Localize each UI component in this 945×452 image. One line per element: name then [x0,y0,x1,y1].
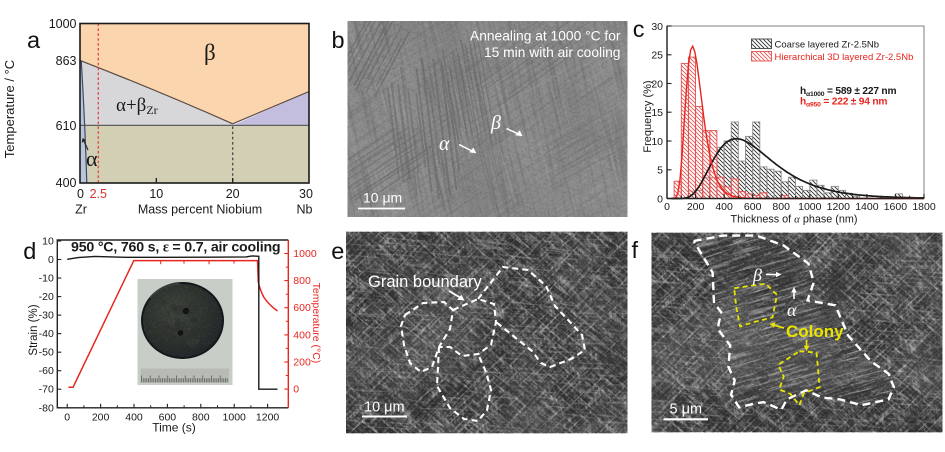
svg-text:β: β [490,112,501,134]
svg-text:0: 0 [293,384,299,396]
svg-text:25: 25 [651,50,663,62]
svg-text:b: b [332,27,345,53]
svg-text:1400: 1400 [855,201,879,213]
svg-text:30: 30 [651,21,663,33]
svg-text:0: 0 [48,254,54,266]
svg-text:0: 0 [657,193,663,205]
svg-text:-30: -30 [39,310,54,322]
svg-text:1000: 1000 [223,411,247,423]
svg-text:-70: -70 [39,384,54,396]
svg-text:β: β [204,40,216,65]
svg-text:20: 20 [226,187,240,201]
svg-text:1800: 1800 [912,201,936,213]
svg-text:10 μm: 10 μm [364,400,405,416]
svg-text:Mass percent Niobium: Mass percent Niobium [138,203,262,217]
svg-text:Grain boundary: Grain boundary [368,273,482,291]
svg-text:2.5: 2.5 [90,187,107,201]
svg-text:Temperature (°C): Temperature (°C) [310,283,322,364]
svg-text:610: 610 [56,119,77,133]
svg-text:30: 30 [299,187,313,201]
svg-text:c: c [633,16,645,42]
svg-text:Frequency (%): Frequency (%) [642,80,654,152]
svg-text:1000: 1000 [293,248,317,260]
svg-text:f: f [632,237,639,263]
svg-text:10: 10 [149,187,163,201]
svg-text:β: β [752,265,762,285]
svg-text:200: 200 [687,201,705,213]
svg-text:400: 400 [56,176,77,190]
svg-text:d: d [23,238,36,264]
svg-text:1600: 1600 [884,201,908,213]
svg-text:600: 600 [744,201,762,213]
svg-text:200: 200 [293,357,311,369]
svg-text:Zr: Zr [75,203,87,217]
svg-text:800: 800 [293,275,311,287]
svg-text:600: 600 [293,302,311,314]
svg-text:10: 10 [42,236,54,248]
svg-text:Nb: Nb [297,203,313,217]
svg-text:1200: 1200 [827,201,851,213]
svg-text:α: α [787,300,797,320]
svg-text:400: 400 [293,329,311,341]
svg-text:Colony: Colony [786,322,844,341]
svg-text:-20: -20 [39,291,54,303]
svg-text:-60: -60 [39,365,54,377]
svg-text:Temperature / °C: Temperature / °C [2,60,17,158]
svg-text:Time (s): Time (s) [152,421,196,435]
svg-text:-10: -10 [39,273,54,285]
svg-text:400: 400 [125,411,143,423]
svg-text:950 °C, 760 s, ε = 0.7, air co: 950 °C, 760 s, ε = 0.7, air cooling [71,240,280,256]
svg-text:-80: -80 [39,402,54,414]
svg-text:-50: -50 [39,347,54,359]
svg-text:0: 0 [664,201,670,213]
svg-text:Annealing at 1000 °C for: Annealing at 1000 °C for [470,29,621,44]
svg-text:0: 0 [77,187,84,201]
svg-text:5 μm: 5 μm [670,402,703,418]
svg-text:Coarse layered Zr-2.5Nb: Coarse layered Zr-2.5Nb [775,40,880,51]
svg-text:863: 863 [56,54,77,68]
svg-text:200: 200 [92,411,110,423]
svg-text:-40: -40 [39,328,54,340]
svg-text:1000: 1000 [49,17,77,31]
svg-text:e: e [331,238,344,264]
svg-text:a: a [27,27,41,53]
svg-text:1200: 1200 [256,411,280,423]
svg-text:Strain (%): Strain (%) [28,304,40,355]
svg-text:10 μm: 10 μm [363,190,402,206]
svg-text:Thickness of α phase (nm): Thickness of α phase (nm) [731,214,858,226]
svg-text:Hierarchical 3D layered Zr-2.5: Hierarchical 3D layered Zr-2.5Nb [775,52,914,63]
svg-text:1000: 1000 [798,201,822,213]
svg-text:0: 0 [64,411,70,423]
svg-text:α: α [439,133,450,155]
svg-text:5: 5 [657,165,663,177]
svg-text:400: 400 [715,201,733,213]
svg-text:15 min with air cooling: 15 min with air cooling [484,45,621,60]
svg-text:800: 800 [772,201,790,213]
